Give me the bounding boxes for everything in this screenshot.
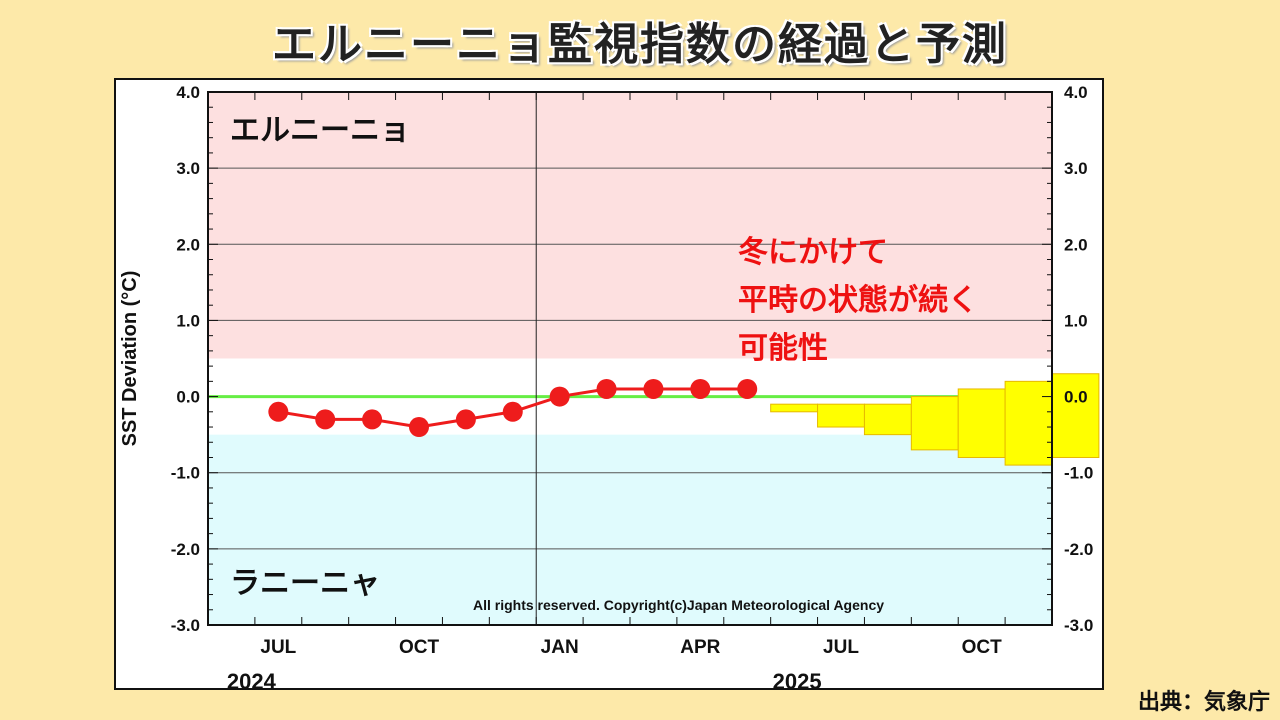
observed-point	[737, 378, 758, 399]
y-tick-label: 1.0	[176, 311, 200, 330]
y-tick-label-right: 1.0	[1064, 311, 1088, 330]
forecast-box	[863, 403, 912, 436]
forecast-box	[910, 396, 959, 451]
el-nino-label: エルニーニョ	[230, 114, 410, 147]
y-tick-label: -1.0	[171, 464, 200, 483]
observed-point	[643, 378, 664, 399]
y-tick-label: 4.0	[176, 83, 200, 102]
y-tick-label: 2.0	[176, 235, 200, 254]
year-label: 2024	[227, 669, 277, 688]
year-label: 2025	[773, 669, 822, 688]
forecast-box	[1004, 380, 1053, 466]
x-tick-label: JUL	[823, 637, 859, 658]
observed-point	[596, 378, 617, 399]
y-tick-label-right: -1.0	[1064, 464, 1093, 483]
y-tick-label-right: -3.0	[1064, 616, 1093, 635]
y-tick-label-right: -2.0	[1064, 540, 1093, 559]
chart-frame: 4.0 4.0 3.0 3.0 2.0 2.0 1.0 1.0 0.0 0.0 -1.0 -1.0 -2…	[114, 78, 1104, 694]
forecast-box	[817, 403, 865, 428]
observed-point	[690, 378, 711, 399]
observed-point	[455, 409, 476, 430]
el-nino-band	[208, 92, 1052, 359]
observed-point	[549, 386, 570, 407]
la-nina-label: ラニーニャ	[230, 567, 380, 600]
forecast-annotation-line: 冬にかけて	[738, 236, 888, 269]
forecast-box	[1051, 373, 1100, 458]
observed-point	[362, 409, 383, 430]
y-axis-label: SST Deviation (°C)	[119, 271, 141, 447]
forecast-box	[770, 403, 819, 413]
y-tick-label-right: 4.0	[1064, 83, 1088, 102]
observed-point	[315, 409, 336, 430]
x-tick-label: JAN	[541, 637, 579, 658]
y-tick-label: -2.0	[171, 540, 200, 559]
y-tick-label: -3.0	[171, 616, 200, 635]
sst-chart: 4.0 4.0 3.0 3.0 2.0 2.0 1.0 1.0 0.0 0.0 -1.0 -1.0 -2…	[119, 83, 1100, 694]
y-tick-label-right: 3.0	[1064, 159, 1088, 178]
observed-point	[409, 417, 429, 438]
source-credit: 出典：気象庁	[1137, 690, 1270, 715]
forecast-box	[957, 388, 1006, 458]
x-tick-label: OCT	[399, 637, 440, 658]
y-tick-label-right: 2.0	[1064, 235, 1088, 254]
y-tick-label-right: 0.0	[1064, 388, 1088, 407]
observed-point	[268, 401, 289, 422]
x-tick-label: JUL	[260, 637, 296, 658]
y-tick-label: 0.0	[176, 388, 200, 407]
page-title: エルニーニョ監視指数の経過と予測	[272, 19, 1008, 70]
observed-point	[502, 401, 523, 422]
x-tick-label: APR	[680, 637, 720, 658]
copyright-text: All rights reserved. Copyright(c)Japan M…	[473, 597, 884, 613]
y-tick-label: 3.0	[176, 159, 200, 178]
plot-border	[207, 91, 1053, 626]
la-nina-band	[208, 434, 1052, 625]
x-tick-label: OCT	[962, 637, 1003, 658]
forecast-annotation-line: 可能性	[738, 332, 828, 365]
forecast-annotation-line: 平時の状態が続く	[738, 283, 978, 317]
